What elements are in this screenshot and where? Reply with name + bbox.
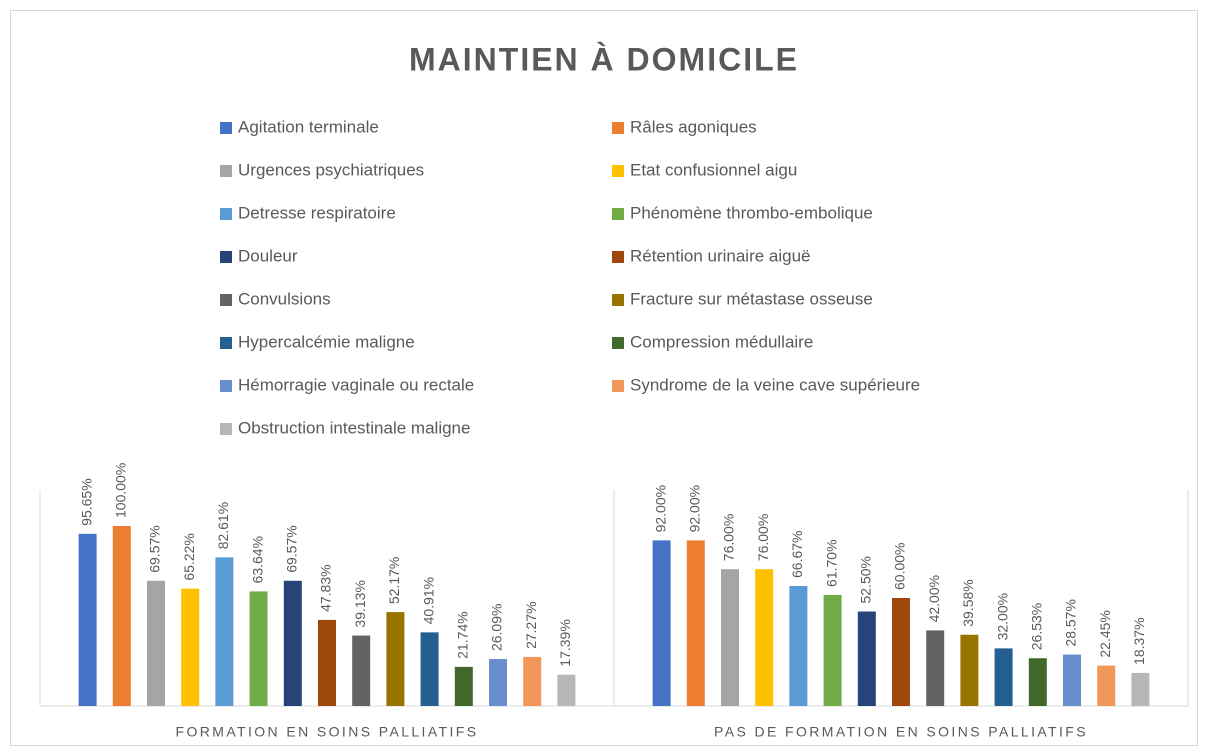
value-label: 66.67%	[789, 531, 805, 578]
value-label: 65.22%	[181, 533, 197, 580]
bar	[652, 540, 671, 706]
legend-label: Agitation terminale	[238, 117, 379, 136]
value-label: 76.00%	[721, 514, 737, 561]
bar	[1097, 665, 1116, 706]
legend-swatch	[220, 122, 232, 134]
value-label: 18.37%	[1131, 617, 1147, 664]
legend-label: Rétention urinaire aiguë	[630, 246, 811, 265]
legend-label: Hémorragie vaginale ou rectale	[238, 375, 474, 394]
bar	[892, 598, 910, 706]
value-label: 39.58%	[960, 579, 976, 626]
legend-label: Douleur	[238, 246, 298, 265]
value-label: 39.13%	[352, 580, 368, 627]
legend-swatch	[220, 165, 232, 177]
bar	[823, 594, 842, 706]
value-label: 52.50%	[858, 556, 874, 603]
bar	[960, 634, 979, 706]
x-tick-label: PAS DE FORMATION EN SOINS PALLIATIFS	[714, 724, 1088, 740]
bar	[789, 585, 808, 706]
legend-swatch	[220, 251, 232, 263]
legend-swatch	[612, 122, 624, 134]
bar	[523, 656, 542, 706]
bar	[755, 569, 774, 706]
value-label: 26.53%	[1029, 603, 1045, 650]
legend-swatch	[612, 165, 624, 177]
value-label: 32.00%	[994, 593, 1010, 640]
bar	[686, 540, 705, 706]
legend-swatch	[612, 337, 624, 349]
legend-label: Convulsions	[238, 289, 331, 308]
value-label: 60.00%	[892, 543, 908, 590]
legend-swatch	[612, 380, 624, 392]
legend-label: Râles agoniques	[630, 117, 757, 136]
value-label: 69.57%	[147, 525, 163, 572]
bar	[215, 557, 234, 706]
value-label: 47.83%	[318, 564, 334, 611]
value-label: 17.39%	[557, 619, 573, 666]
legend-label: Phénomène thrombo-embolique	[630, 203, 873, 222]
bar	[181, 588, 200, 706]
bar	[1131, 672, 1150, 706]
legend-label: Etat confusionnel aigu	[630, 160, 797, 179]
legend-label: Syndrome de la veine cave supérieure	[630, 375, 920, 394]
value-label: 69.57%	[284, 525, 300, 572]
legend-swatch	[612, 208, 624, 220]
legend-label: Compression médullaire	[630, 332, 813, 351]
bar	[147, 580, 165, 706]
bar	[489, 659, 507, 706]
legend-swatch	[612, 294, 624, 306]
value-label: 76.00%	[755, 514, 771, 561]
legend-label: Obstruction intestinale maligne	[238, 418, 470, 437]
value-label: 63.64%	[249, 536, 265, 583]
legend-swatch	[612, 251, 624, 263]
bar	[857, 611, 876, 706]
value-label: 95.65%	[78, 478, 94, 525]
chart-title: MAINTIEN À DOMICILE	[409, 41, 799, 77]
legend-swatch	[220, 208, 232, 220]
bar	[420, 632, 439, 706]
value-label: 27.27%	[523, 601, 539, 648]
legend-swatch	[220, 423, 232, 435]
value-label: 52.17%	[386, 557, 402, 604]
bar	[112, 526, 131, 706]
chart-border	[10, 10, 1198, 746]
legend-swatch	[220, 294, 232, 306]
value-label: 28.57%	[1063, 599, 1079, 646]
bar	[1063, 654, 1081, 706]
legend-label: Urgences psychiatriques	[238, 160, 424, 179]
bar	[994, 648, 1013, 706]
bar	[78, 533, 97, 706]
value-label: 61.70%	[823, 539, 839, 586]
legend-swatch	[220, 380, 232, 392]
bar	[721, 569, 739, 706]
bar	[454, 666, 473, 706]
legend-swatch	[220, 337, 232, 349]
bar	[926, 630, 945, 706]
value-label: 82.61%	[215, 502, 231, 549]
bar	[249, 591, 268, 706]
bar	[557, 674, 576, 706]
legend-label: Fracture sur métastase osseuse	[630, 289, 873, 308]
value-label: 26.09%	[489, 604, 505, 651]
bar	[386, 612, 405, 706]
value-label: 100.00%	[113, 463, 129, 518]
value-label: 92.00%	[652, 485, 668, 532]
value-label: 22.45%	[1097, 610, 1113, 657]
value-label: 92.00%	[687, 485, 703, 532]
bar	[352, 635, 371, 706]
bar	[318, 619, 336, 706]
legend-label: Detresse respiratoire	[238, 203, 396, 222]
bar	[1028, 658, 1047, 706]
value-label: 42.00%	[926, 575, 942, 622]
value-label: 40.91%	[420, 577, 436, 624]
value-label: 21.74%	[455, 611, 471, 658]
bar	[283, 580, 302, 706]
x-tick-label: FORMATION EN SOINS PALLIATIFS	[176, 724, 479, 740]
legend-label: Hypercalcémie maligne	[238, 332, 415, 351]
